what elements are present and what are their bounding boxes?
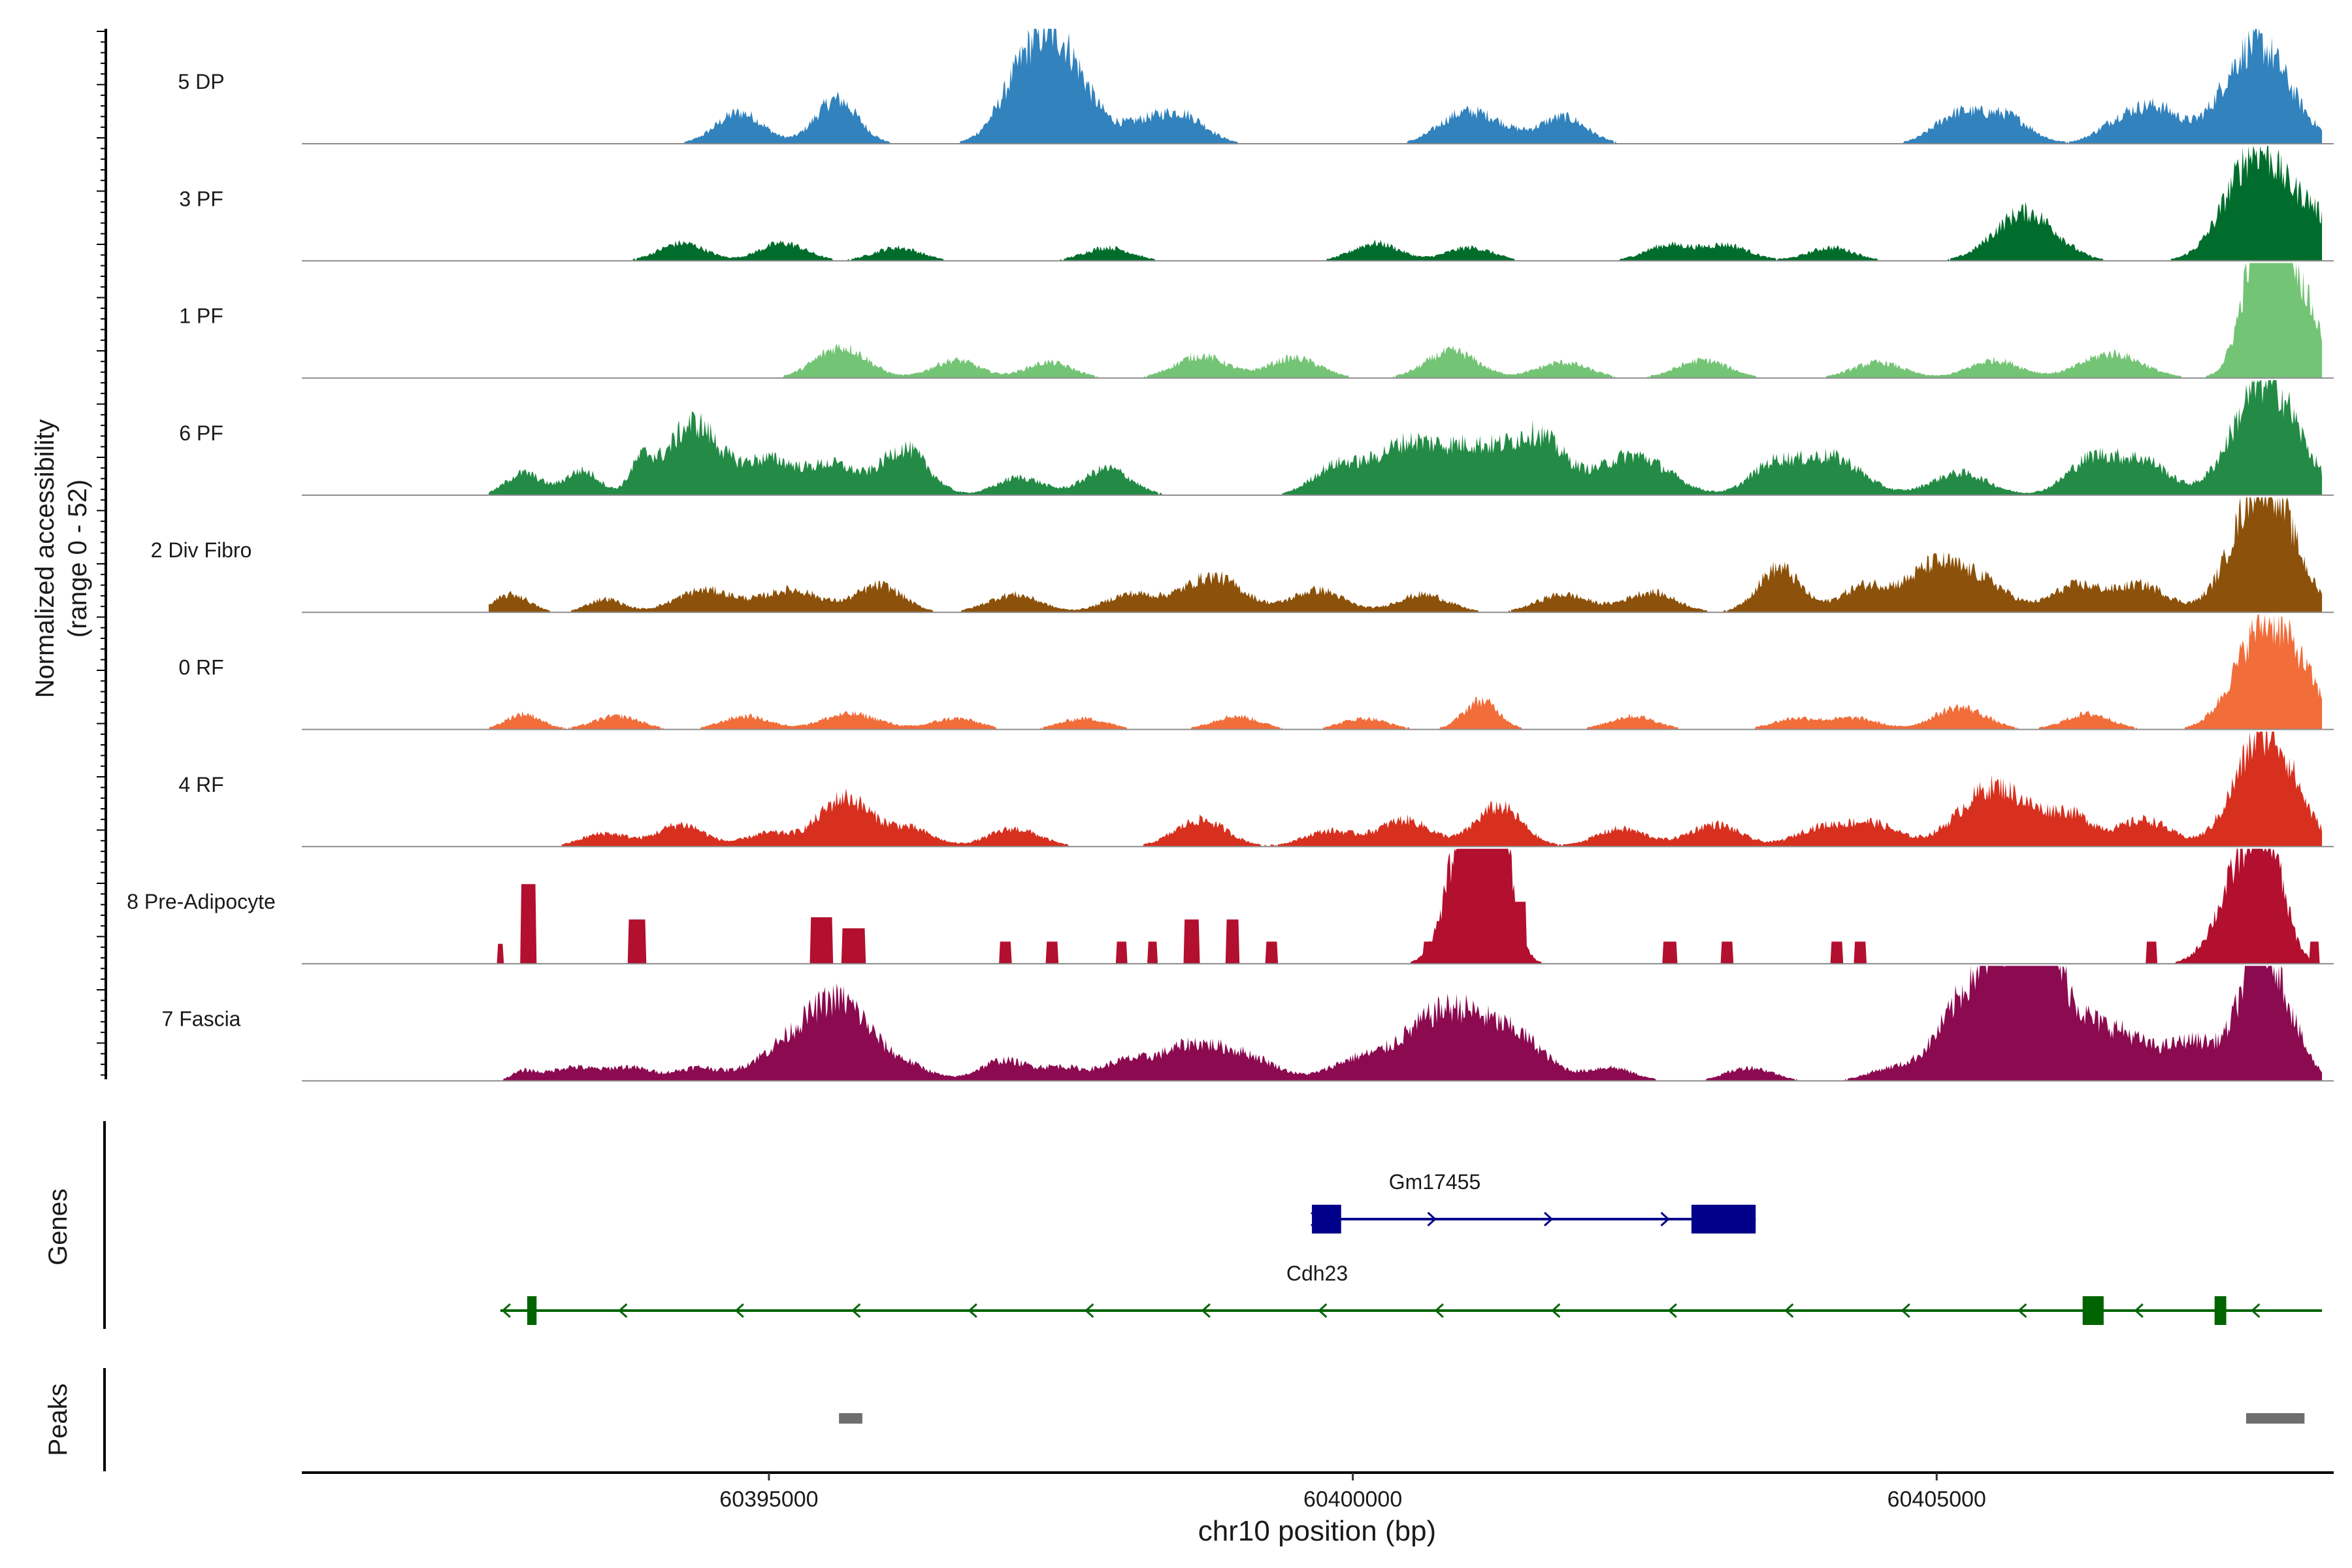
exon — [527, 1296, 537, 1325]
strand-arrow — [734, 1303, 744, 1318]
coverage-area — [489, 263, 2323, 378]
track-1-pf: 1 PF — [179, 263, 2334, 379]
track-label: 0 RF — [178, 656, 223, 679]
x-axis-title: chr10 position (bp) — [1198, 1515, 1436, 1547]
track-5-dp: 5 DP — [178, 29, 2334, 144]
track-label: 2 Div Fibro — [151, 538, 252, 562]
peak-track — [839, 1413, 2305, 1424]
y-axis-range: (range 0 - 52) — [63, 480, 92, 638]
coverage-area — [489, 497, 2323, 613]
strand-arrow — [1551, 1303, 1561, 1318]
strand-arrow — [968, 1303, 977, 1318]
track-6-pf: 6 PF — [179, 380, 2334, 496]
coverage-area — [489, 614, 2323, 730]
track-label: 1 PF — [179, 304, 223, 328]
track-8-pre-adipocyte: 8 Pre-Adipocyte — [127, 849, 2334, 965]
exon — [1312, 1205, 1341, 1233]
strand-arrow — [618, 1303, 628, 1318]
coverage-area — [489, 380, 2323, 495]
y-axis-ticks — [97, 31, 106, 1076]
strand-arrow — [1667, 1303, 1677, 1318]
track-3-pf: 3 PF — [179, 146, 2334, 262]
track-label: 7 Fascia — [162, 1007, 241, 1030]
strand-arrow — [1544, 1211, 1554, 1227]
exon — [2214, 1296, 2227, 1325]
strand-arrow — [501, 1303, 511, 1318]
strand-arrow — [1784, 1303, 1794, 1318]
strand-arrow — [1660, 1211, 1670, 1227]
strand-arrow — [1201, 1303, 1211, 1318]
strand-arrow — [2134, 1303, 2144, 1318]
coverage-area — [489, 966, 2323, 1081]
coverage-area — [489, 849, 2323, 964]
strand-arrow — [1085, 1303, 1094, 1318]
strand-arrow — [1427, 1211, 1437, 1227]
track-0-rf: 0 RF — [178, 614, 2334, 730]
track-label: 3 PF — [179, 187, 223, 210]
accessibility-tracks: 5 DP 3 PF 1 PF 6 PF 2 Div Fibro 0 RF 4 RF 8 Pre… — [127, 29, 2334, 1082]
x-tick-label: 60405000 — [1887, 1487, 1986, 1512]
x-tick-label: 60395000 — [719, 1487, 818, 1512]
strand-arrow — [2017, 1303, 2027, 1318]
strand-arrow — [851, 1303, 861, 1318]
strand-arrow — [1318, 1303, 1328, 1318]
x-tick-label: 60400000 — [1303, 1487, 1402, 1512]
strand-arrow — [1434, 1303, 1444, 1318]
coverage-area — [489, 731, 2323, 847]
exon — [2082, 1296, 2104, 1325]
track-label: 6 PF — [179, 421, 223, 445]
x-axis-ticks: 60395000 60400000 60405000 — [719, 1473, 1986, 1512]
y-axis-title: Normalized accessibility — [31, 419, 59, 698]
gene-name: Gm17455 — [1389, 1170, 1481, 1194]
exon — [1691, 1205, 1756, 1233]
gene-gm17455: Gm17455 — [1311, 1170, 1756, 1233]
peak-region — [839, 1413, 862, 1424]
strand-arrow — [1901, 1303, 1910, 1318]
gene-cdh23: Cdh23 — [500, 1262, 2323, 1325]
track-2-div-fibro: 2 Div Fibro — [151, 497, 2334, 613]
track-7-fascia: 7 Fascia — [162, 966, 2334, 1082]
gene-name: Cdh23 — [1286, 1262, 1348, 1285]
coverage-area — [489, 29, 2323, 144]
coverage-area — [489, 146, 2323, 261]
gene-track: Gm17455 Cdh23 — [500, 1170, 2323, 1325]
peaks-label: Peaks — [44, 1383, 73, 1456]
strand-arrow — [2251, 1303, 2261, 1318]
genes-label: Genes — [44, 1188, 73, 1266]
track-label: 8 Pre-Adipocyte — [127, 890, 276, 913]
track-label: 4 RF — [178, 773, 223, 796]
track-label: 5 DP — [178, 70, 224, 93]
peak-region — [2246, 1413, 2305, 1424]
track-4-rf: 4 RF — [178, 731, 2334, 847]
